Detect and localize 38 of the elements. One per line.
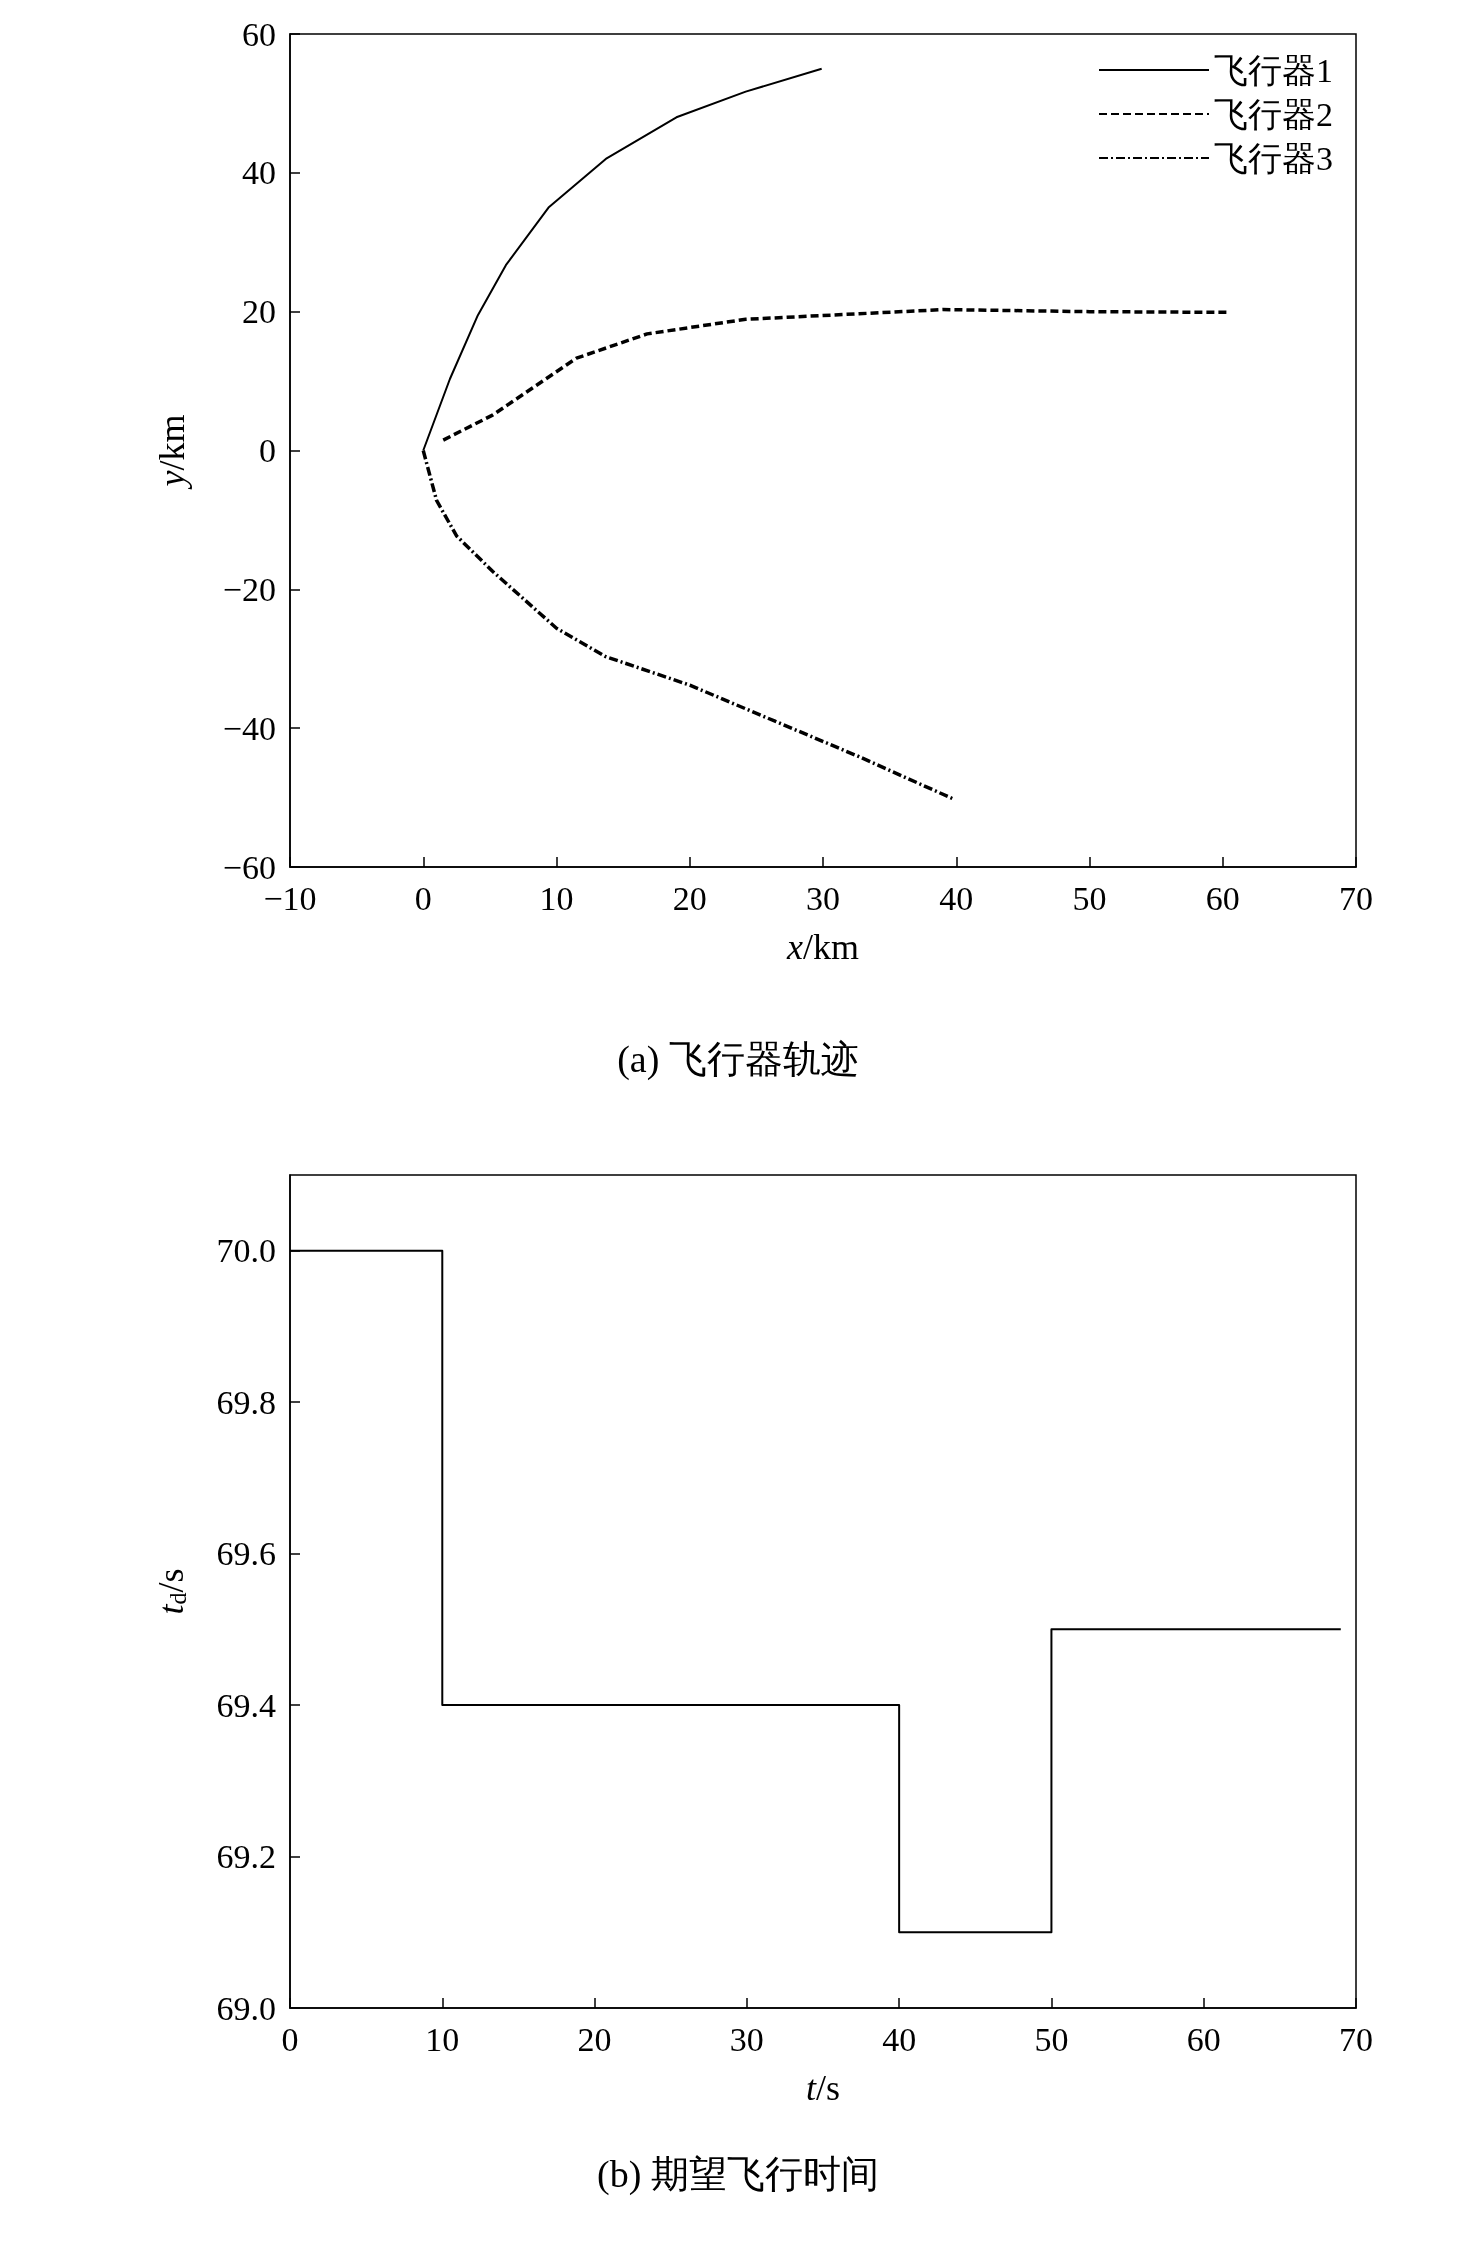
x-tick-label: 60	[1205, 879, 1240, 917]
y-tick-label: 69.2	[216, 1838, 276, 1876]
y-tick-label: 69.6	[216, 1535, 276, 1573]
y-tick-label: 70.0	[216, 1232, 276, 1270]
x-tick-label: 60	[1186, 2020, 1221, 2058]
x-tick-label: 70	[1339, 879, 1373, 917]
text: (b) 期望飞行时间	[597, 2153, 879, 2196]
y-tick-label: −40	[222, 709, 276, 747]
x-tick-label: 50	[1034, 2020, 1069, 2058]
x-tick-label: 20	[672, 879, 707, 917]
x-tick-label: 40	[882, 2020, 917, 2058]
y-tick-label: 40	[242, 154, 276, 192]
text: (a) 飞行器轨迹	[617, 1038, 859, 1081]
x-tick-label: 10	[425, 2020, 460, 2058]
y-axis-title: td/s	[151, 1568, 191, 1615]
x-tick-label: 0	[414, 879, 432, 917]
y-tick-label: 0	[259, 432, 276, 469]
x-tick-label: 30	[729, 2020, 764, 2058]
line-series	[441, 307, 1229, 442]
legend-label: 飞行器1	[1214, 51, 1333, 89]
y-tick-label: 20	[242, 293, 276, 331]
x-axis-title: t/s	[805, 2068, 841, 2108]
legend-label: 飞行器3	[1214, 139, 1333, 177]
x-tick-label: 40	[939, 879, 974, 917]
y-tick-label: 69.8	[216, 1383, 276, 1421]
x-tick-label: 30	[806, 879, 840, 917]
x-axis-title: x/km	[786, 927, 859, 967]
y-tick-label: 60	[242, 15, 276, 53]
y-axis-title: y/km	[152, 414, 192, 490]
y-tick-label: 69.4	[216, 1686, 276, 1724]
x-tick-label: 10	[539, 879, 574, 917]
x-tick-label: 0	[281, 2020, 299, 2058]
x-tick-label: 20	[577, 2020, 612, 2058]
y-tick-label: −20	[222, 570, 276, 608]
x-tick-label: 50	[1072, 879, 1107, 917]
x-tick-label: 70	[1339, 2020, 1373, 2058]
y-tick-label: 69.0	[216, 1989, 276, 2027]
legend-label: 飞行器2	[1214, 95, 1333, 133]
